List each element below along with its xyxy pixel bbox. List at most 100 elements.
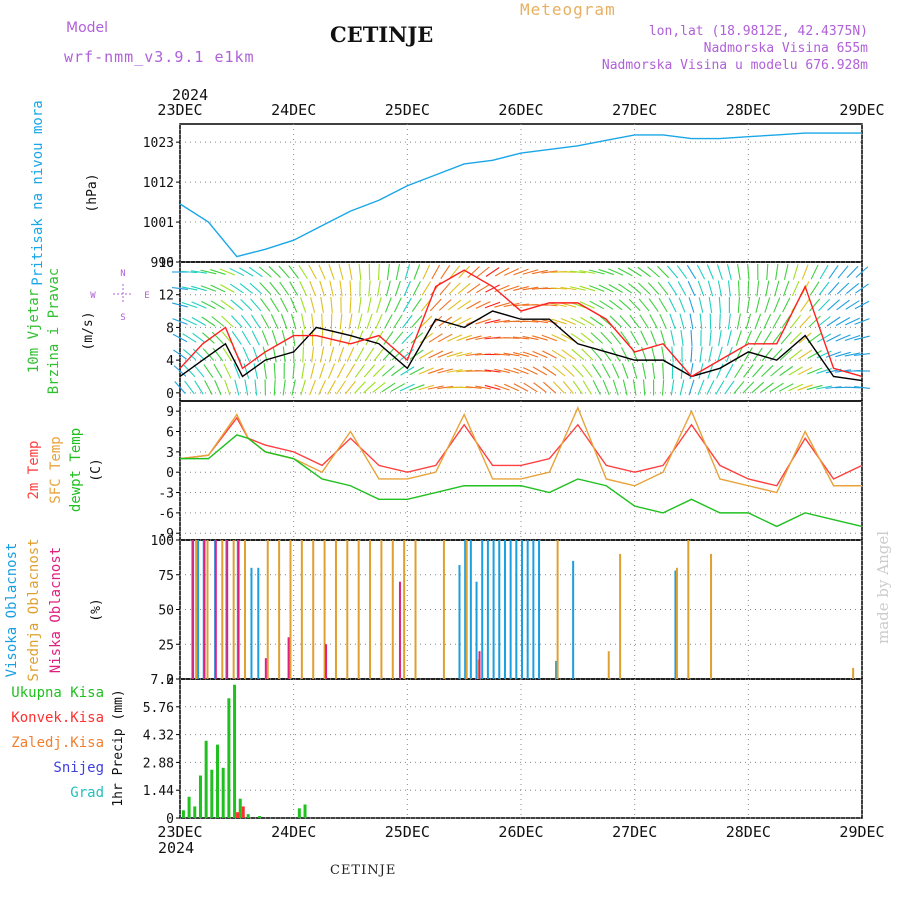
cloud-bar bbox=[398, 581, 401, 679]
x-tick-label-top: 27DEC bbox=[612, 101, 657, 119]
wind-arrow bbox=[231, 331, 242, 345]
wind-arrow bbox=[367, 297, 372, 313]
temp-sfc-line bbox=[179, 405, 862, 494]
wind-arrow bbox=[191, 285, 207, 292]
pressure-title: Pritisak na nivou mora bbox=[30, 100, 46, 285]
precip-bar bbox=[258, 816, 262, 818]
wind-arrow bbox=[427, 385, 444, 390]
wind-arrow bbox=[523, 367, 538, 375]
wind-arrow bbox=[522, 269, 539, 275]
wind-arrow bbox=[797, 384, 813, 391]
wind-arrow bbox=[465, 335, 482, 341]
wind-arrow bbox=[221, 331, 233, 345]
y-tick-label: -9 bbox=[158, 527, 174, 542]
wind-arrow bbox=[642, 379, 646, 396]
wind-arrow bbox=[647, 266, 661, 278]
wind-arrow bbox=[610, 331, 622, 345]
wind-arrow bbox=[476, 266, 490, 278]
cloud-mid-label: Srednja Oblacnost bbox=[26, 538, 42, 681]
wind-arrow bbox=[689, 313, 694, 330]
cloud-bar bbox=[287, 637, 290, 679]
wind-arrow bbox=[260, 298, 271, 312]
wind-arrow bbox=[372, 382, 386, 393]
wind-arrow bbox=[837, 265, 849, 279]
wind-arrow bbox=[680, 330, 684, 346]
wind-arrow bbox=[717, 280, 723, 297]
wind-arrow bbox=[648, 298, 659, 312]
wind-arrow bbox=[402, 297, 412, 313]
wind-arrow bbox=[733, 380, 745, 395]
wind-arrow bbox=[393, 297, 402, 313]
wind-arrow bbox=[345, 363, 356, 379]
wind-arrow bbox=[657, 281, 669, 296]
wind-arrow bbox=[835, 317, 851, 326]
wind-arrow bbox=[339, 313, 343, 330]
wind-arrow bbox=[172, 318, 188, 325]
wind-arrow bbox=[688, 297, 695, 313]
wind-arrow bbox=[484, 319, 501, 324]
wind-arrow bbox=[541, 270, 558, 274]
wind-arrow bbox=[503, 368, 520, 374]
cloud-bar bbox=[469, 540, 472, 679]
y-tick-label: 75 bbox=[158, 569, 174, 584]
wind-arrow bbox=[412, 281, 421, 296]
wind-arrow bbox=[631, 363, 638, 379]
wind-arrow bbox=[200, 285, 217, 292]
wind-arrow bbox=[249, 282, 263, 295]
cloud-bar bbox=[492, 540, 495, 679]
y-tick-label: 1012 bbox=[143, 176, 174, 191]
wind-arrow bbox=[782, 297, 791, 313]
cloud-bar bbox=[266, 540, 269, 679]
wind-arrow bbox=[329, 330, 334, 346]
wind-arrow bbox=[345, 380, 356, 395]
wind-arrow bbox=[201, 300, 216, 310]
wind-arrow bbox=[845, 282, 860, 295]
wind-arrow bbox=[742, 381, 755, 394]
wind-arrow bbox=[494, 319, 511, 324]
cloud-high-label: Visoka Oblacnost bbox=[4, 543, 20, 678]
wind-arrow bbox=[268, 266, 281, 278]
wind-arrow bbox=[384, 314, 393, 329]
wind-arrow bbox=[580, 332, 594, 344]
wind-arrow bbox=[404, 264, 411, 280]
wind-arrow bbox=[409, 366, 425, 376]
cloud-bar bbox=[503, 540, 506, 679]
wind-arrow bbox=[182, 317, 197, 326]
wind-arrow bbox=[413, 264, 421, 280]
wind-arrow bbox=[670, 379, 675, 396]
wind-arrow bbox=[328, 346, 335, 363]
wind-arrow bbox=[637, 266, 651, 278]
wind-arrow bbox=[611, 363, 620, 379]
wind-arrow bbox=[845, 317, 860, 326]
cloud-bar bbox=[619, 553, 622, 679]
x-tick-label-top: 29DEC bbox=[839, 101, 884, 119]
cloud-bar bbox=[357, 540, 360, 679]
cloud-bar bbox=[414, 540, 417, 679]
wind-arrow bbox=[318, 380, 326, 395]
wind-arrow bbox=[620, 331, 631, 345]
wind-arrow bbox=[637, 282, 651, 295]
wind-arrow bbox=[609, 299, 623, 311]
wind-arrow bbox=[589, 285, 605, 292]
wind-arrow bbox=[853, 352, 871, 357]
wind-arrow bbox=[807, 332, 822, 344]
cloud-bar bbox=[380, 540, 383, 679]
wind-arrow bbox=[214, 379, 222, 396]
wind-arrow bbox=[669, 313, 676, 330]
wind-arrow bbox=[570, 317, 586, 326]
cloud-bar bbox=[498, 540, 501, 679]
wind-arrow bbox=[771, 331, 782, 345]
x-tick-label-bottom: 28DEC bbox=[726, 823, 771, 841]
wind-arrow bbox=[591, 348, 603, 361]
wind-arrow bbox=[300, 313, 306, 330]
wind-arrow bbox=[223, 363, 232, 379]
cloud-bar bbox=[195, 540, 198, 679]
wind-arrow bbox=[580, 316, 595, 327]
wind-arrow bbox=[552, 381, 565, 394]
wind-arrow bbox=[201, 316, 216, 327]
wind-arrow bbox=[618, 299, 632, 311]
wind-arrow bbox=[485, 267, 500, 277]
wind-arrow bbox=[381, 365, 395, 377]
wind-arrow bbox=[579, 285, 596, 292]
